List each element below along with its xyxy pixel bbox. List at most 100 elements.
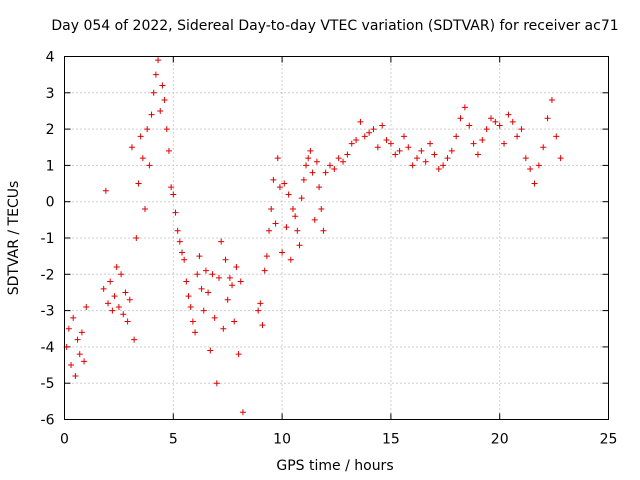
data-point [185,293,192,300]
data-point [263,253,270,260]
data-point [115,303,122,310]
data-point [316,184,323,191]
chart-title: Day 054 of 2022, Sidereal Day-to-day VTE… [51,18,618,34]
data-point [448,147,455,154]
y-tick-label: 4 [46,50,55,66]
data-point [435,166,442,173]
data-point [144,126,151,133]
data-point [522,155,529,162]
data-point [172,209,179,216]
data-point [157,107,164,114]
data-point [294,227,301,234]
data-point [165,147,172,154]
data-point [76,351,83,358]
data-point [553,133,560,140]
data-point [259,322,266,329]
data-point [268,205,275,212]
data-point [418,147,425,154]
data-point [150,89,157,96]
data-point [176,238,183,245]
data-point [274,155,281,162]
data-point [292,213,299,220]
data-point [224,296,231,303]
data-point [303,162,310,169]
data-point [283,224,290,231]
data-point [239,409,246,416]
data-point [348,140,355,147]
data-point [357,118,364,125]
data-point [74,336,81,343]
data-point [133,235,140,241]
data-point [266,227,273,234]
data-point [209,271,216,278]
y-tick-label: 0 [46,195,55,211]
data-point [387,140,394,147]
data-point [152,71,159,78]
data-point [527,166,534,173]
data-point [487,115,494,122]
data-point [427,140,434,147]
y-tick-label: -1 [41,231,55,247]
data-points [63,57,564,416]
y-tick-label: -4 [41,340,55,356]
data-point [128,144,135,151]
data-point [174,227,181,234]
data-point [370,126,377,133]
data-point [231,318,238,325]
y-tick-label: 2 [46,122,55,138]
data-point [514,133,521,140]
data-point [276,184,283,191]
y-tick-label: -5 [41,376,55,392]
data-point [313,158,320,165]
data-point [414,155,421,162]
x-tick-label: 10 [273,432,291,448]
data-point [431,151,438,158]
data-point [72,372,79,379]
data-point [233,264,240,271]
data-point [298,195,305,202]
data-point [335,155,342,162]
data-point [189,318,196,325]
data-point [470,140,477,147]
x-tick-label: 0 [60,432,69,448]
data-point [261,267,268,274]
data-point [83,303,90,310]
data-point [444,155,451,162]
data-point [474,151,481,158]
data-point [309,169,316,176]
data-point [207,347,214,354]
data-point [168,184,175,191]
data-point [326,162,333,169]
data-point [422,158,429,165]
y-tick-label: 1 [46,158,55,174]
y-tick-label: 3 [46,86,55,102]
data-point [483,126,490,133]
data-point [257,300,264,307]
data-point [296,242,303,249]
data-point [557,155,564,162]
data-point [65,325,72,332]
data-point [220,325,227,332]
y-tick-label: -3 [41,304,55,320]
data-point [118,271,125,278]
data-point [237,278,244,285]
data-point [496,122,503,129]
data-point [100,285,107,292]
x-tick-label: 5 [169,432,178,448]
data-point [109,307,116,314]
data-point [218,238,225,245]
data-point [287,256,294,263]
data-point [181,256,188,263]
plot-area [64,56,609,420]
y-tick-label: -6 [41,413,55,429]
data-point [466,122,473,129]
data-point [281,180,288,187]
data-point [187,303,194,310]
data-point [340,158,347,165]
data-point [131,336,138,343]
data-point [544,115,551,122]
data-point [170,191,177,198]
data-point [148,111,155,118]
data-point [320,227,327,234]
